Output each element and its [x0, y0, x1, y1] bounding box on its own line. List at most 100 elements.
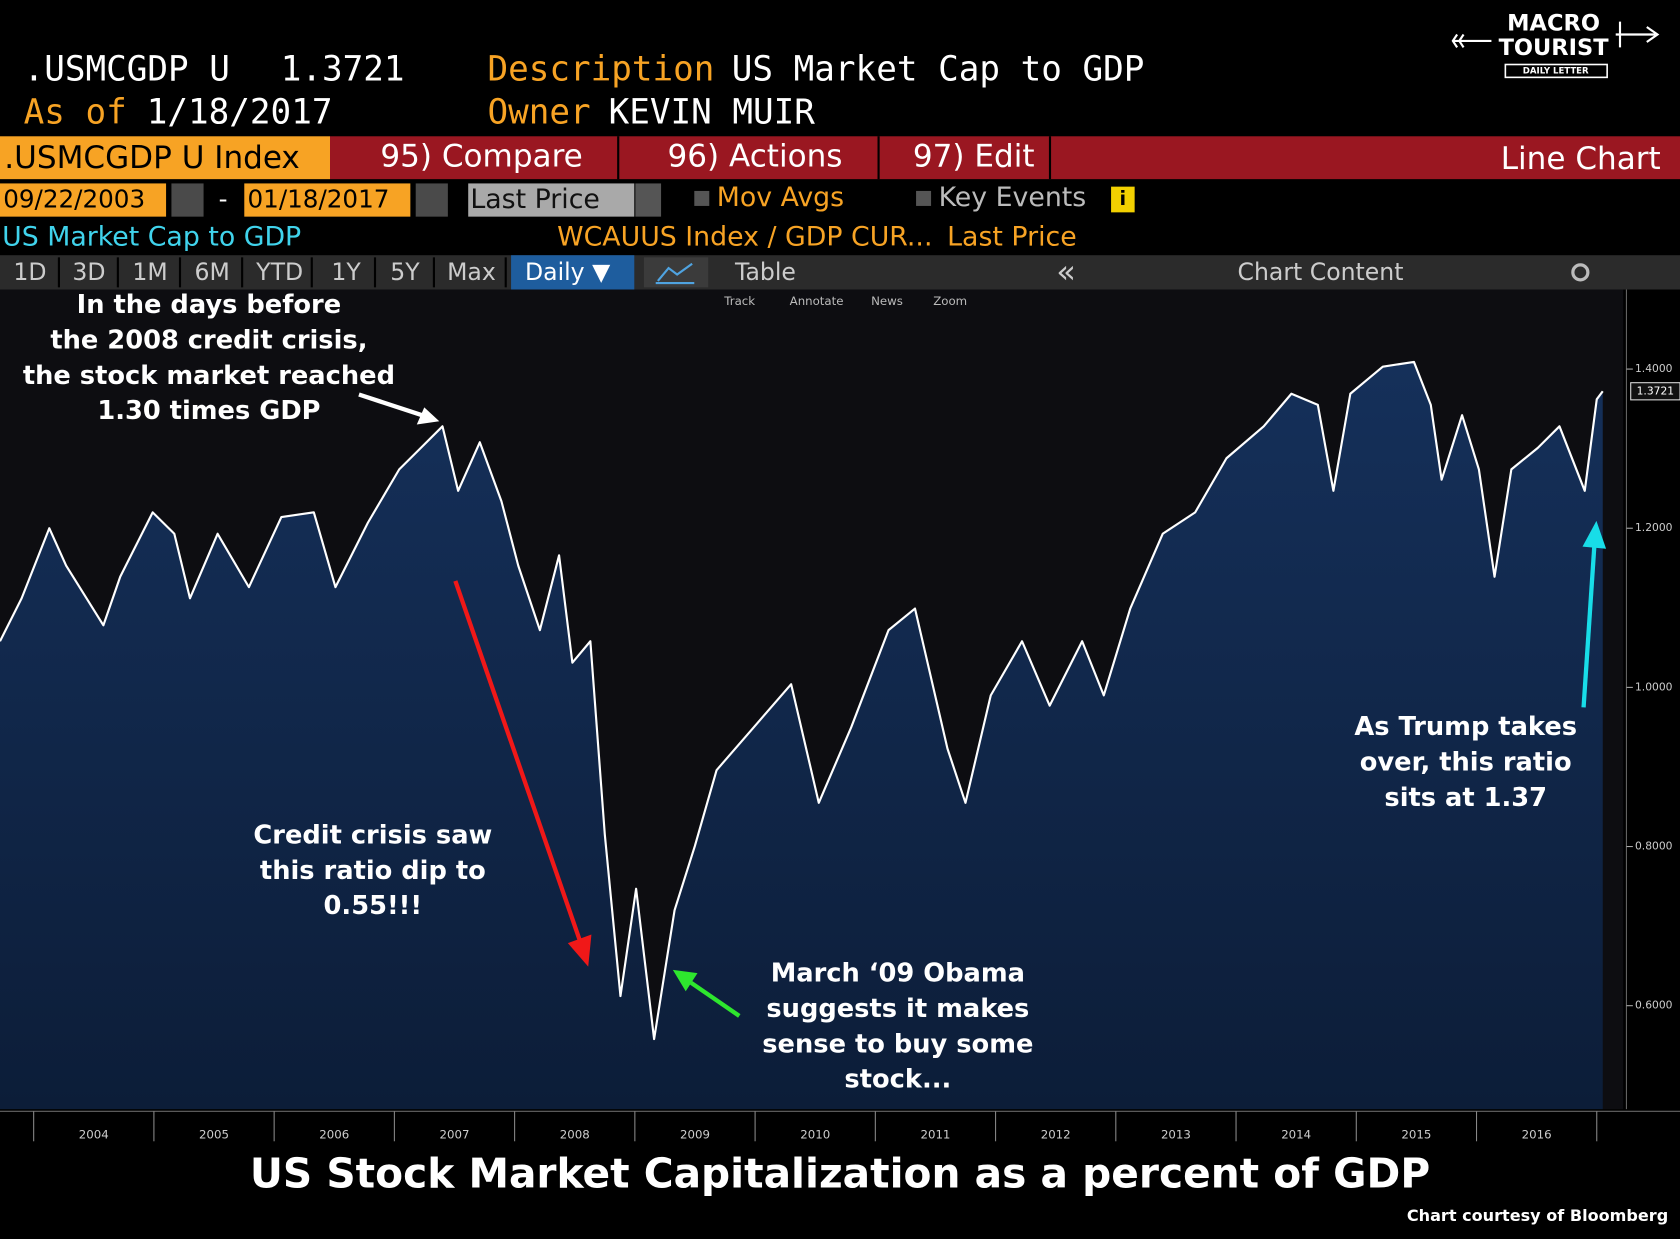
owner-label: Owner [487, 92, 590, 132]
date-box[interactable] [244, 183, 411, 217]
annotation: Credit crisis saw [253, 820, 492, 850]
collapse-button[interactable]: « [1056, 252, 1076, 290]
arrow-head [672, 969, 698, 992]
info[interactable]: i [1120, 187, 1127, 210]
frequency[interactable]: Daily ▼ [525, 258, 611, 286]
tab[interactable]: Max [447, 258, 496, 286]
ticker: .USMCGDP U [24, 49, 230, 89]
x-tick-label: 2012 [1041, 1127, 1071, 1141]
annotation: the 2008 credit crisis, [50, 325, 367, 355]
texts: .USMCGDP U 1.3721 Description US Market Cap… [2, 10, 1661, 308]
chart-icon [655, 262, 695, 285]
area-fill [0, 361, 1603, 1110]
logo-text: MACRO [1507, 10, 1600, 36]
x-tick-label: 2009 [680, 1127, 710, 1141]
table-button[interactable]: Table [734, 258, 796, 286]
annotation: stock... [844, 1065, 951, 1095]
arrow-head [567, 934, 592, 967]
last-price: 1.3721 [281, 49, 405, 89]
chart-type[interactable]: Line Chart [1501, 141, 1661, 177]
field-box[interactable] [468, 183, 635, 217]
compare-button[interactable]: 95) Compare [380, 139, 582, 175]
annotation: this ratio dip to [260, 856, 486, 886]
as-of-label: As of [24, 92, 127, 132]
y-tick-label: 1.4000 [1635, 362, 1673, 375]
logo-art [1451, 21, 1660, 79]
owner: KEVIN MUIR [609, 92, 816, 132]
chart-title: US Stock Market Capitalization as a perc… [250, 1150, 1430, 1198]
x-tick-label: 2007 [440, 1127, 470, 1141]
annotation: sits at 1.37 [1384, 783, 1547, 813]
as-of: 1/18/2017 [147, 92, 333, 132]
security-box[interactable] [0, 136, 330, 180]
tab[interactable]: 5Y [390, 258, 420, 286]
description: US Market Cap to GDP [732, 49, 1145, 89]
frequency-button[interactable] [511, 255, 635, 290]
annotation: 1.30 times GDP [97, 396, 320, 426]
date-separator: - [219, 185, 228, 214]
series-expression: WCAUUS Index / GDP CUR... [557, 222, 932, 253]
annotation: sense to buy some [762, 1029, 1033, 1059]
actions-button[interactable]: 96) Actions [668, 139, 843, 175]
line [0, 360, 1604, 1041]
mov-avgs[interactable]: Mov Avgs [717, 182, 844, 213]
tab[interactable]: 3D [72, 258, 105, 286]
annotation: As Trump takes [1354, 712, 1577, 742]
description-label: Description [487, 49, 714, 89]
mini-tool[interactable]: Track [723, 294, 755, 308]
x-tick-label: 2016 [1522, 1127, 1552, 1141]
series-field: Last Price [947, 222, 1077, 253]
tab[interactable]: 6M [194, 258, 229, 286]
chart-content[interactable]: Chart Content [1238, 258, 1404, 286]
annotation: the stock market reached [23, 361, 395, 391]
arrow-head [416, 407, 440, 425]
last-value-label: 1.3721 [1637, 384, 1674, 397]
tab-bar [0, 255, 1680, 290]
field-dropdown[interactable] [635, 183, 662, 217]
key-events[interactable]: Key Events [939, 182, 1087, 213]
y-tick-label: 1.0000 [1635, 680, 1673, 693]
y-tick-label: 0.8000 [1635, 840, 1673, 853]
logo-arrow [1451, 33, 1492, 48]
arrow [1581, 546, 1597, 708]
logo-arrow [1615, 21, 1660, 48]
end-date[interactable]: 01/18/2017 [247, 185, 389, 214]
x-tick-label: 2013 [1161, 1127, 1191, 1141]
mini-tool[interactable]: Annotate [790, 294, 844, 308]
start-date[interactable]: 09/22/2003 [3, 185, 145, 214]
annotation: suggests it makes [766, 994, 1029, 1024]
edit-button[interactable]: 97) Edit [913, 139, 1035, 175]
calendar-button[interactable] [415, 183, 448, 217]
info-button[interactable] [1111, 186, 1135, 213]
arrow [453, 580, 583, 944]
menu-bar [330, 136, 1680, 180]
annotation: 0.55!!! [324, 891, 423, 921]
date-box[interactable] [0, 183, 167, 217]
plot [0, 360, 1604, 1110]
x-tick-label: 2014 [1281, 1127, 1311, 1141]
security[interactable]: .USMCGDP U Index [4, 140, 300, 176]
tab[interactable]: 1D [13, 258, 46, 286]
tab[interactable]: 1M [132, 258, 167, 286]
x-tick-label: 2004 [79, 1127, 109, 1141]
settings-icon[interactable] [1571, 263, 1590, 282]
x-tick-label: 2005 [199, 1127, 229, 1141]
logo-banner [1504, 63, 1608, 79]
x-tick-label: 2011 [920, 1127, 950, 1141]
y-tick-label: 1.2000 [1635, 521, 1673, 534]
mini-tool[interactable]: Zoom [933, 294, 967, 308]
annotation: In the days before [77, 290, 342, 320]
credit: Chart courtesy of Bloomberg [1407, 1206, 1668, 1225]
y-tick-label: 0.6000 [1635, 999, 1673, 1012]
mini-tool[interactable]: News [871, 294, 903, 308]
checkbox[interactable] [916, 190, 932, 206]
tab[interactable]: YTD [255, 258, 303, 286]
logo-tagline: DAILY LETTER [1523, 66, 1589, 76]
arrow [358, 392, 425, 418]
tab[interactable]: 1Y [331, 258, 361, 286]
field[interactable]: Last Price [470, 184, 600, 215]
calendar-button[interactable] [171, 183, 204, 217]
checkbox[interactable] [694, 190, 710, 206]
logo-text: TOURIST [1499, 35, 1610, 61]
